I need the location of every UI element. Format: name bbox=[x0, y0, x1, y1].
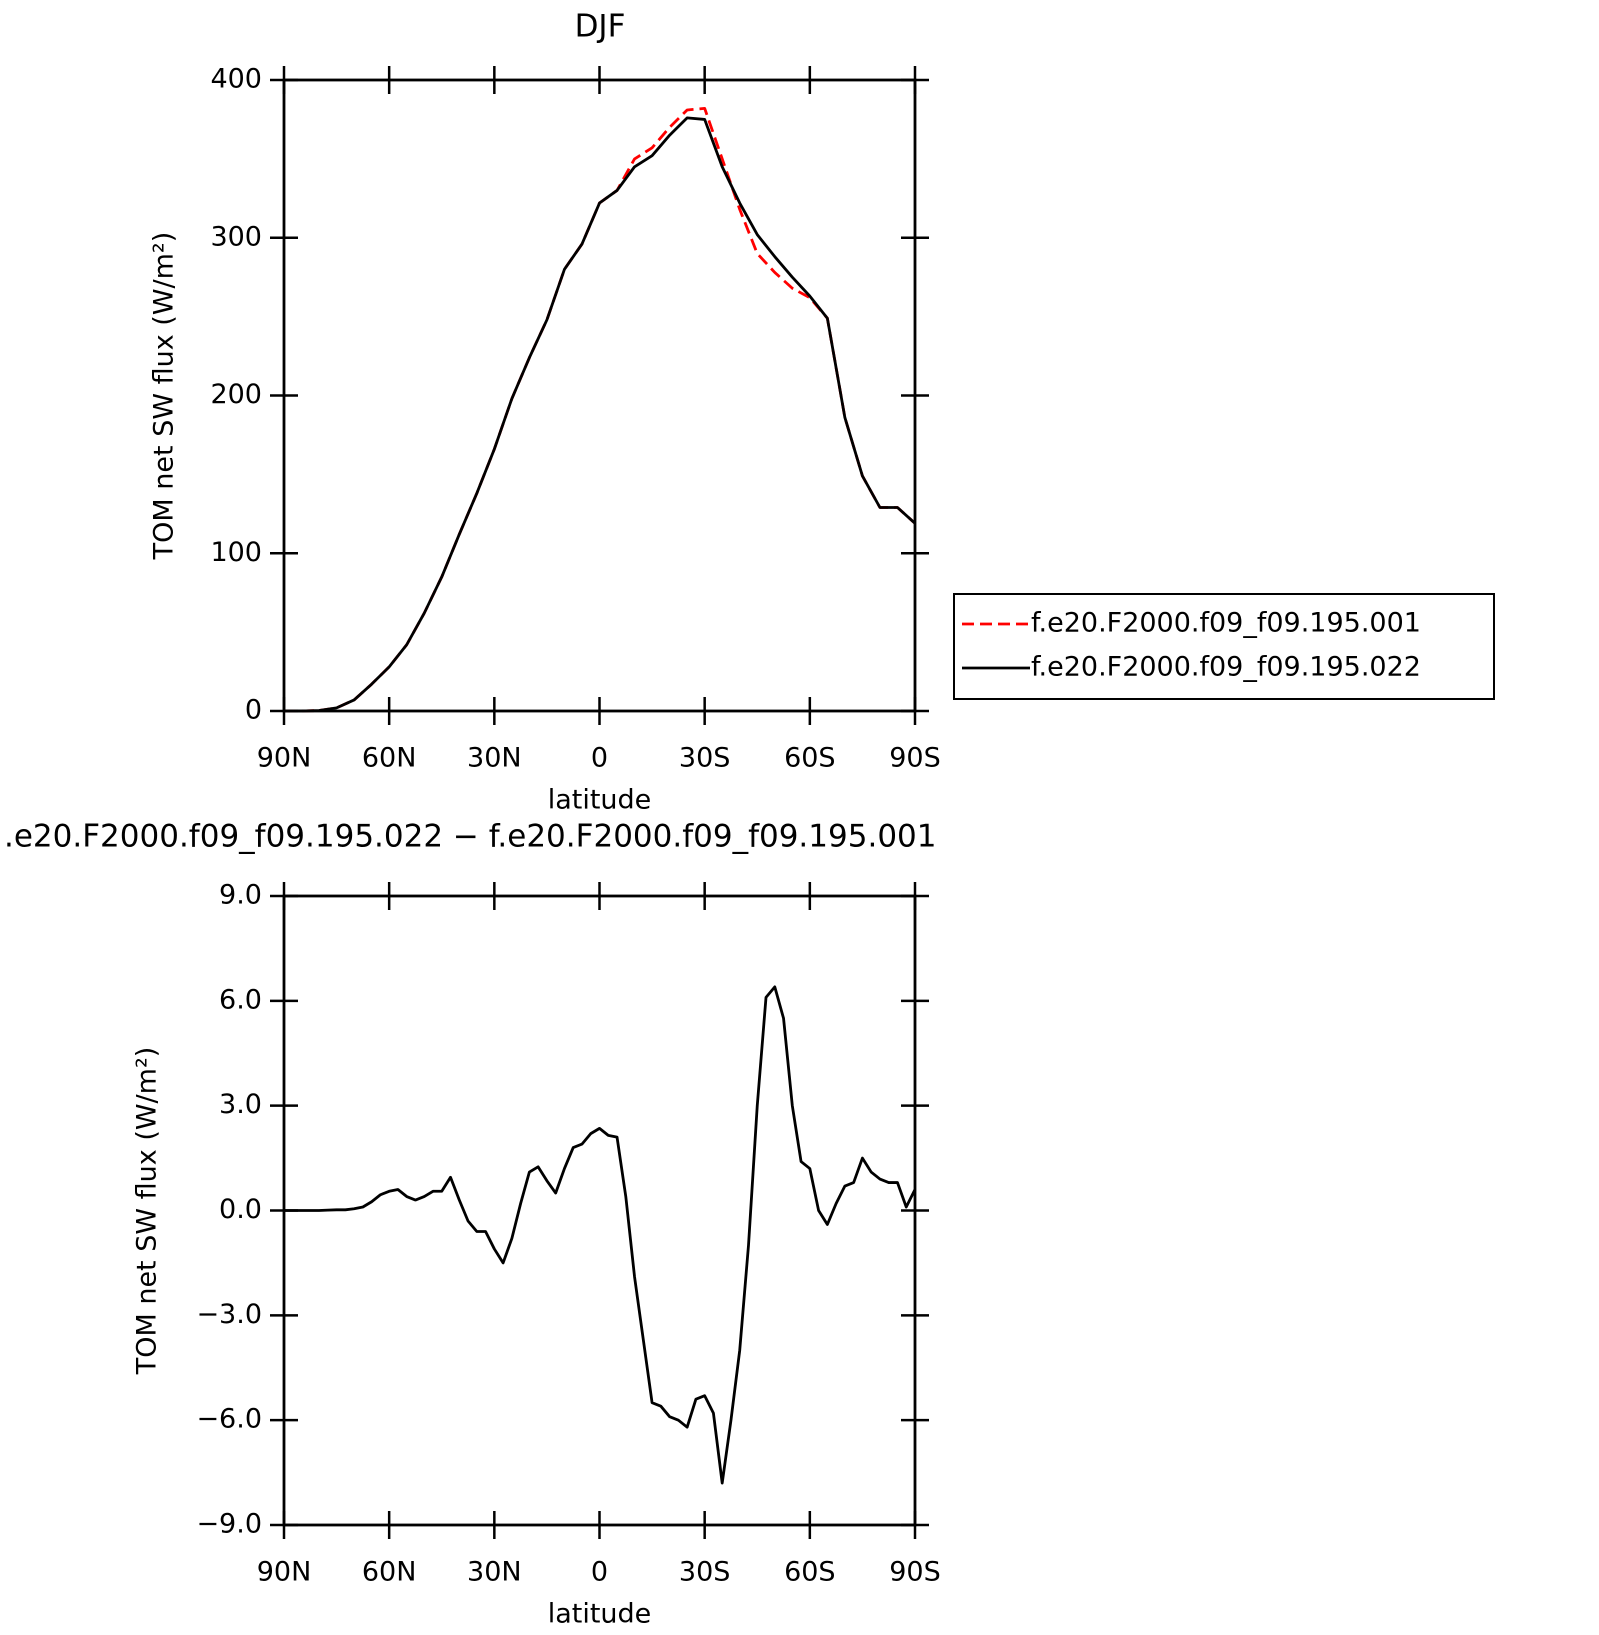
y-tick-label: −3.0 bbox=[196, 1299, 262, 1330]
y-axis-label: TOM net SW flux (W/m²) bbox=[132, 1047, 163, 1376]
y-tick-label: 200 bbox=[210, 379, 262, 410]
data-line bbox=[284, 116, 916, 713]
x-tick-label: 90N bbox=[257, 1557, 312, 1588]
chart-title: DJF bbox=[575, 9, 626, 45]
x-tick-label: 60S bbox=[784, 1557, 836, 1588]
x-tick-label: 0 bbox=[591, 1557, 608, 1588]
chart-title: .e20.F2000.f09_f09.195.022 − f.e20.F2000… bbox=[4, 819, 936, 855]
y-tick-label: −9.0 bbox=[196, 1509, 262, 1540]
legend-label: f.e20.F2000.f09_f09.195.001 bbox=[1031, 608, 1421, 639]
data-line bbox=[284, 106, 916, 713]
x-tick-label: 0 bbox=[591, 743, 608, 774]
x-tick-label: 30S bbox=[679, 743, 731, 774]
legend-box bbox=[953, 593, 1495, 700]
x-tick-label: 60N bbox=[362, 743, 417, 774]
x-tick-label: 90S bbox=[889, 1557, 941, 1588]
x-axis-label: latitude bbox=[548, 785, 652, 816]
y-tick-label: −6.0 bbox=[196, 1404, 262, 1435]
plot-frame bbox=[282, 894, 917, 1527]
legend-label: f.e20.F2000.f09_f09.195.022 bbox=[1031, 652, 1421, 683]
y-tick-label: 6.0 bbox=[219, 984, 262, 1015]
y-tick-label: 3.0 bbox=[219, 1089, 262, 1120]
x-tick-label: 30S bbox=[679, 1557, 731, 1588]
data-line bbox=[284, 985, 917, 1485]
y-tick-label: 9.0 bbox=[219, 880, 262, 911]
y-tick-label: 400 bbox=[210, 64, 262, 95]
x-tick-label: 60S bbox=[784, 743, 836, 774]
x-tick-label: 30N bbox=[467, 743, 522, 774]
y-tick-label: 100 bbox=[210, 537, 262, 568]
y-tick-label: 0.0 bbox=[219, 1194, 262, 1225]
plot-frame bbox=[282, 78, 917, 713]
y-axis-label: TOM net SW flux (W/m²) bbox=[149, 232, 180, 561]
x-tick-label: 90N bbox=[257, 743, 312, 774]
x-axis-label: latitude bbox=[548, 1599, 652, 1630]
x-tick-label: 30N bbox=[467, 1557, 522, 1588]
y-tick-label: 0 bbox=[245, 695, 262, 726]
y-tick-label: 300 bbox=[210, 221, 262, 252]
x-tick-label: 60N bbox=[362, 1557, 417, 1588]
x-tick-label: 90S bbox=[889, 743, 941, 774]
